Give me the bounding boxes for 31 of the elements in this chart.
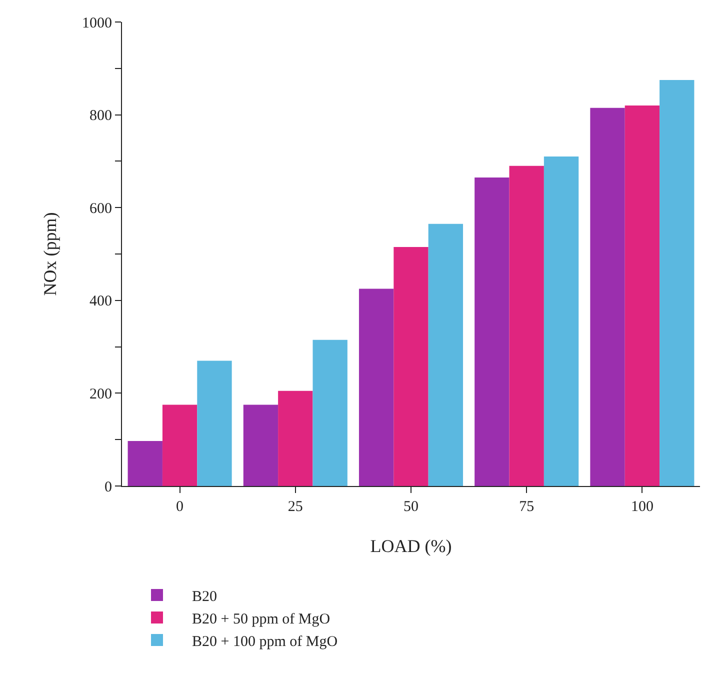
bar: [197, 360, 232, 486]
y-axis-title: NOx (ppm): [40, 212, 60, 296]
x-tick-label: 50: [404, 499, 418, 515]
bar: [544, 156, 579, 486]
x-tick-label: 25: [288, 499, 303, 515]
bar: [474, 177, 510, 486]
y-tick-label: 1000: [82, 15, 112, 32]
y-tick-label: 200: [90, 386, 112, 402]
legend-label: B20 + 100 ppm of MgO: [192, 634, 338, 650]
y-tick-label: 800: [90, 108, 112, 124]
y-tick-label: 600: [90, 200, 112, 217]
bar: [358, 288, 394, 486]
x-axis-title: LOAD (%): [370, 536, 452, 556]
bar: [128, 440, 162, 486]
bar: [509, 166, 544, 486]
bar: [278, 390, 313, 486]
x-tick-label: 75: [519, 499, 534, 515]
bar: [243, 404, 278, 486]
legend-label: B20: [192, 588, 218, 605]
bar: [590, 108, 625, 486]
bar: [428, 224, 464, 486]
bar: [660, 80, 694, 486]
bar: [624, 106, 660, 486]
x-tick-label: 100: [630, 499, 654, 515]
bar: [394, 247, 428, 486]
y-tick-label: 400: [90, 294, 112, 310]
x-tick-label: 0: [176, 499, 184, 515]
bar: [162, 404, 198, 486]
y-tick-label: 0: [104, 479, 112, 496]
bar: [312, 340, 348, 486]
legend-label: B20 + 50 ppm of MgO: [192, 611, 330, 628]
